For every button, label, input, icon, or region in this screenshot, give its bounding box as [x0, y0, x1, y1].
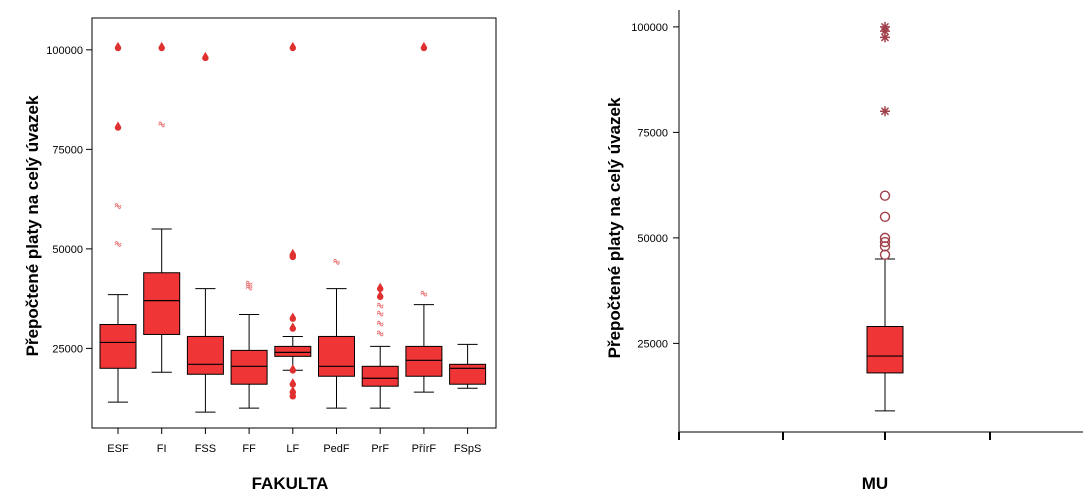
- x-tick-label: PedF: [323, 443, 350, 455]
- outlier-point: [879, 249, 891, 260]
- x-axis-ticks: ESF FI FSS FF LF PedF PrF PřírF FSpS: [107, 428, 481, 455]
- plot-frame: [91, 17, 497, 429]
- outlier-point: [376, 320, 384, 327]
- box-LF: [274, 345, 312, 357]
- x-tick-label: FI: [157, 443, 167, 455]
- chart-fakulta: 25000 50000 75000 100000 ESF FI FSS FF LF PedF Pr…: [23, 17, 497, 493]
- outlier-point: [879, 236, 891, 248]
- y-tick-label: 75000: [52, 144, 83, 156]
- outlier-point: [114, 240, 122, 247]
- extreme-point: [289, 312, 296, 322]
- x-tick-label: ESF: [107, 443, 129, 455]
- outlier-point: [245, 284, 253, 291]
- extreme-point: [289, 248, 296, 259]
- y-tick-label: 50000: [637, 233, 668, 245]
- outlier-point: [879, 190, 891, 201]
- outlier-point: [333, 258, 340, 265]
- x-axis-label: MU: [862, 474, 888, 493]
- y-tick-label: 50000: [52, 244, 83, 256]
- box-FSS: [186, 335, 224, 375]
- box-PedF: [318, 335, 355, 377]
- extreme-point: [420, 41, 428, 52]
- x-tick-label: FSS: [195, 443, 216, 455]
- extreme-point: [289, 386, 296, 396]
- outlier-point: [879, 232, 891, 244]
- y-axis-label: Přepočtené platy na celý úvazek: [23, 95, 42, 356]
- y-axis-ticks: 25000 50000 75000 100000: [46, 45, 92, 355]
- x-tick-label: FSpS: [454, 443, 482, 455]
- outlier-point: [114, 203, 122, 210]
- boxes: [866, 258, 904, 412]
- extreme-point: [114, 121, 122, 131]
- outlier-point: [376, 310, 384, 317]
- extreme-point: [114, 41, 122, 52]
- x-tick-label: FF: [242, 443, 256, 455]
- y-tick-label: 100000: [46, 45, 83, 57]
- y-tick-label: 100000: [631, 22, 668, 34]
- extreme-point: [289, 41, 296, 52]
- extreme-point: [880, 32, 890, 43]
- extreme-point: [289, 364, 296, 374]
- box-ESF: [99, 324, 137, 369]
- outlier-point: [420, 290, 428, 297]
- x-tick-label: LF: [286, 443, 299, 455]
- x-axis-label: FAKULTA: [252, 474, 329, 493]
- chart-mu: 25000 50000 75000 100000 Přepočtené platy n…: [605, 10, 1083, 493]
- y-axis-label: Přepočtené platy na celý úvazek: [605, 97, 624, 358]
- extreme-point: [289, 322, 296, 332]
- box-FSpS: [449, 363, 487, 385]
- box-FF: [230, 349, 268, 385]
- x-tick-label: PrF: [371, 443, 389, 455]
- boxes: [99, 228, 487, 413]
- extreme-point: [158, 41, 165, 52]
- box-PřírF: [405, 345, 443, 377]
- y-axis-ticks: 25000 50000 75000 100000: [631, 22, 679, 350]
- y-tick-label: 25000: [637, 338, 668, 350]
- outlier-point: [376, 302, 384, 309]
- y-tick-label: 75000: [637, 127, 668, 139]
- extreme-point: [202, 51, 209, 62]
- box-FI: [143, 272, 181, 335]
- outlier-points: [114, 41, 428, 400]
- y-tick-label: 25000: [52, 343, 83, 355]
- extreme-point: [880, 106, 890, 117]
- outlier-point: [158, 121, 166, 128]
- outlier-points: [879, 21, 891, 260]
- box-MU: [866, 326, 904, 374]
- box-PrF: [361, 365, 399, 387]
- extreme-point: [880, 21, 890, 32]
- extreme-point: [377, 290, 384, 300]
- outlier-point: [879, 211, 891, 222]
- x-tick-label: PřírF: [412, 443, 437, 455]
- extreme-point: [377, 282, 384, 293]
- outlier-point: [376, 330, 384, 337]
- extreme-point: [289, 378, 296, 388]
- outlier-point: [245, 280, 253, 287]
